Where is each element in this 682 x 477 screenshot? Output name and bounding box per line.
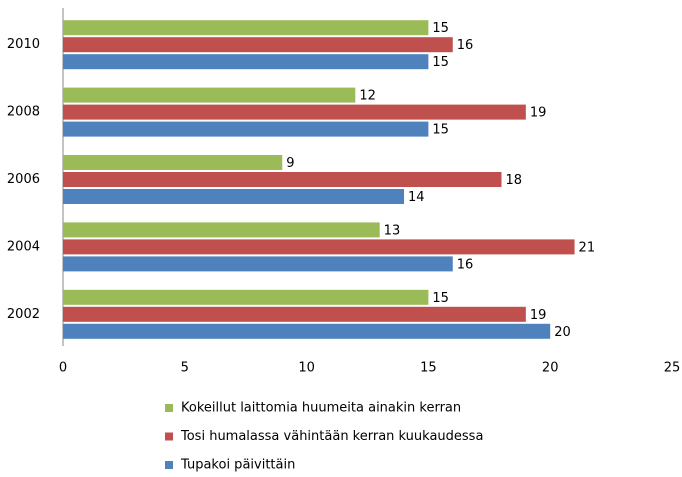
bar (63, 256, 453, 272)
data-label: 18 (505, 173, 522, 188)
x-tick-label: 5 (181, 361, 189, 376)
bar (63, 37, 453, 53)
legend-label: Tupakoi päivittäin (180, 458, 295, 473)
data-label: 15 (432, 291, 449, 306)
bar (63, 155, 283, 170)
data-label: 15 (432, 21, 449, 36)
bar (63, 306, 526, 322)
legend-swatch (165, 432, 173, 441)
data-label: 13 (384, 223, 401, 238)
data-label: 9 (286, 156, 294, 171)
data-label: 19 (530, 106, 547, 121)
data-label: 20 (554, 325, 571, 340)
data-label: 15 (432, 123, 449, 138)
legend-swatch (165, 404, 173, 412)
bar (63, 121, 429, 137)
y-tick-label: 2008 (7, 105, 40, 120)
y-tick-label: 2004 (7, 239, 40, 254)
data-label: 19 (530, 308, 547, 323)
x-tick-label: 0 (59, 361, 67, 376)
data-label: 12 (359, 89, 376, 104)
y-tick-label: 2006 (7, 172, 40, 187)
bar (63, 172, 502, 187)
data-label: 16 (457, 38, 474, 53)
data-label: 16 (457, 257, 474, 272)
y-tick-label: 2002 (7, 307, 40, 322)
bar (63, 189, 405, 204)
y-tick-label: 2010 (7, 37, 40, 52)
legend-label: Kokeillut laittomia huumeita ainakin ker… (181, 401, 461, 416)
legend-swatch (165, 461, 173, 469)
data-label: 14 (408, 190, 425, 205)
x-tick-label: 25 (664, 361, 681, 376)
data-label: 15 (432, 55, 449, 70)
bar (63, 54, 429, 70)
x-tick-label: 10 (298, 361, 315, 376)
bar (63, 323, 551, 339)
bar (63, 87, 356, 103)
bar (63, 222, 380, 238)
bar (63, 20, 429, 36)
data-label: 21 (579, 240, 596, 255)
bar (63, 239, 575, 255)
x-tick-label: 15 (420, 361, 437, 376)
legend-label: Tosi humalassa vähintään kerran kuukaude… (180, 429, 483, 444)
bar (63, 289, 429, 305)
x-tick-label: 20 (542, 361, 559, 376)
bar (63, 104, 526, 120)
